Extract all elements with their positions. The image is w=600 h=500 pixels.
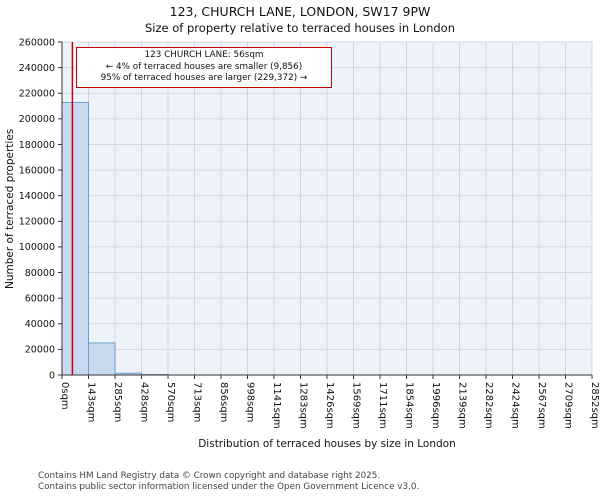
svg-text:240000: 240000 <box>19 63 55 74</box>
svg-text:200000: 200000 <box>19 114 55 125</box>
svg-text:1854sqm: 1854sqm <box>404 382 415 429</box>
svg-text:1711sqm: 1711sqm <box>377 382 388 429</box>
svg-text:713sqm: 713sqm <box>192 382 203 422</box>
svg-text:856sqm: 856sqm <box>218 382 229 422</box>
svg-text:2424sqm: 2424sqm <box>510 382 521 429</box>
x-axis-label: Distribution of terraced houses by size … <box>198 438 456 450</box>
svg-text:570sqm: 570sqm <box>165 382 176 422</box>
svg-text:160000: 160000 <box>19 165 55 176</box>
y-axis-label: Number of terraced properties <box>4 128 16 289</box>
svg-text:80000: 80000 <box>25 268 55 279</box>
svg-text:1141sqm: 1141sqm <box>271 382 282 429</box>
chart-title: 123, CHURCH LANE, LONDON, SW17 9PW <box>169 4 431 19</box>
svg-text:20000: 20000 <box>25 345 55 356</box>
svg-text:143sqm: 143sqm <box>86 382 97 422</box>
svg-text:220000: 220000 <box>19 89 55 100</box>
svg-text:0sqm: 0sqm <box>59 382 70 410</box>
svg-text:1426sqm: 1426sqm <box>324 382 335 429</box>
svg-text:285sqm: 285sqm <box>112 382 123 422</box>
svg-text:2709sqm: 2709sqm <box>563 382 574 429</box>
histogram-plot: 0 20000 40000 60000 80000 100000 120000 140000 1… <box>19 37 600 429</box>
svg-text:40000: 40000 <box>25 319 55 330</box>
svg-text:260000: 260000 <box>19 37 55 48</box>
chart-subtitle: Size of property relative to terraced ho… <box>145 21 455 35</box>
annotation-smaller-line: ← 4% of terraced houses are smaller (9,8… <box>105 61 303 72</box>
svg-text:2139sqm: 2139sqm <box>457 382 468 429</box>
svg-text:2567sqm: 2567sqm <box>536 382 547 429</box>
annotation-larger-line: 95% of terraced houses are larger (229,3… <box>100 73 308 84</box>
svg-text:1569sqm: 1569sqm <box>351 382 362 429</box>
svg-text:1283sqm: 1283sqm <box>298 382 309 429</box>
license-footer: Contains HM Land Registry data © Crown c… <box>38 471 419 494</box>
svg-text:428sqm: 428sqm <box>139 382 150 422</box>
footer-line1: Contains HM Land Registry data © Crown c… <box>38 471 381 481</box>
svg-text:120000: 120000 <box>19 217 55 228</box>
annotation-property-line: 123 CHURCH LANE: 56sqm <box>144 50 264 60</box>
svg-text:140000: 140000 <box>19 191 55 202</box>
svg-text:100000: 100000 <box>19 242 55 253</box>
svg-text:998sqm: 998sqm <box>245 382 256 422</box>
svg-text:60000: 60000 <box>25 293 55 304</box>
footer-line2: Contains public sector information licen… <box>38 482 420 493</box>
svg-text:180000: 180000 <box>19 140 55 151</box>
svg-text:1996sqm: 1996sqm <box>430 382 441 429</box>
svg-text:2282sqm: 2282sqm <box>483 382 494 429</box>
property-annotation-box: 123 CHURCH LANE: 56sqm ← 4% of terraced … <box>76 47 332 88</box>
svg-text:0: 0 <box>49 370 55 381</box>
svg-text:2852sqm: 2852sqm <box>589 382 600 429</box>
